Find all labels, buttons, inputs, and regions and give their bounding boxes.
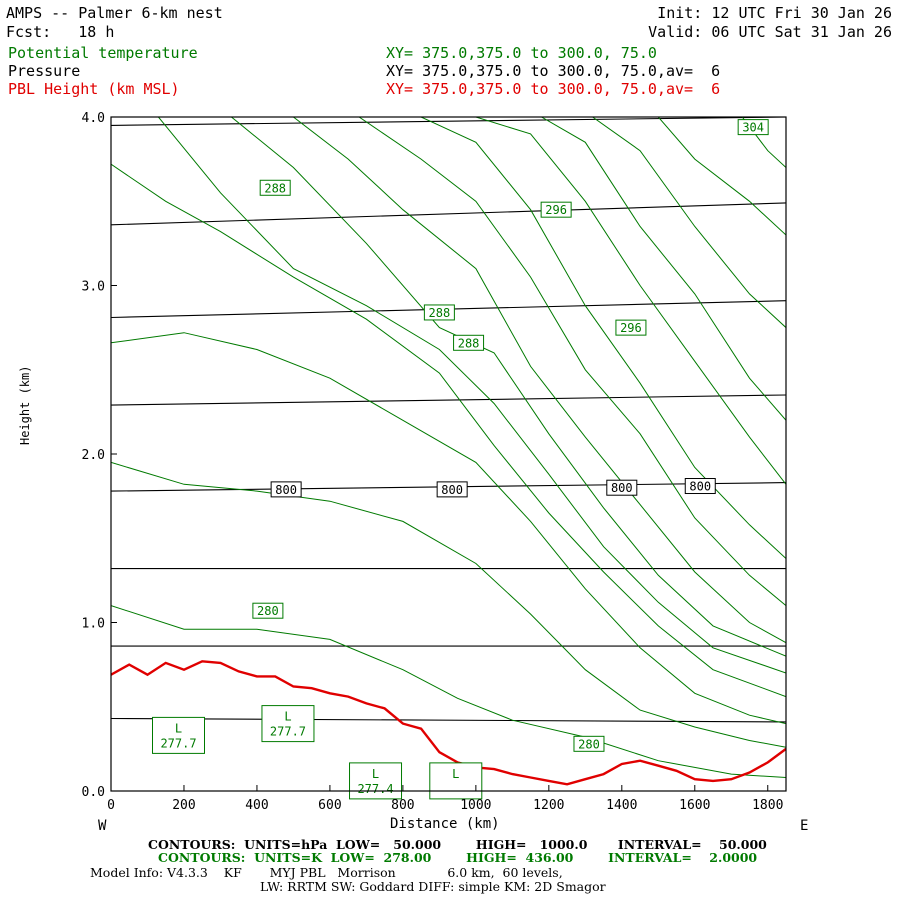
svg-text:296: 296 [620, 321, 642, 335]
x-tick-label-7: 1400 [606, 798, 637, 813]
y-tick-label-0: 0.0 [82, 785, 105, 800]
svg-text:L: L [175, 721, 182, 735]
x-tick-label-9: 1800 [752, 798, 783, 813]
svg-text:288: 288 [264, 181, 286, 195]
x-tick-label-2: 400 [245, 798, 268, 813]
west-label: W [98, 818, 107, 834]
field-potential-temperature: Potential temperature [8, 44, 198, 62]
y-tick-label-3: 3.0 [82, 280, 105, 295]
x-tick-label-3: 600 [318, 798, 341, 813]
y-tick-label-2: 2.0 [82, 448, 105, 463]
theta-label-1: 296 [540, 201, 572, 218]
theta-contour-7 [358, 117, 786, 606]
pressure-label-3: 800 [684, 478, 716, 495]
east-label: E [800, 818, 809, 834]
model-title: AMPS -- Palmer 6-km nest [6, 4, 223, 22]
valid-time: Valid: 06 UTC Sat 31 Jan 26 [648, 23, 892, 41]
pressure-contour-7 [111, 117, 786, 126]
pressure-label-2: 800 [606, 479, 638, 496]
pressure-contour-0 [111, 717, 786, 723]
svg-text:L: L [372, 767, 379, 781]
x-tick-label-8: 1600 [679, 798, 710, 813]
svg-text:288: 288 [429, 306, 451, 320]
theta-label-2: 304 [737, 119, 769, 136]
svg-text:800: 800 [611, 481, 633, 495]
svg-text:280: 280 [257, 604, 279, 618]
field-pressure-xy: XY= 375.0,375.0 to 300.0, 75.0,av= 6 [386, 62, 721, 80]
svg-text:280: 280 [578, 737, 600, 751]
pressure-contour-6 [111, 202, 786, 226]
theta-contour-8 [420, 117, 786, 559]
svg-text:800: 800 [689, 480, 711, 494]
y-tick-label-1: 1.0 [82, 617, 105, 632]
theta-contour-1 [111, 461, 786, 748]
forecast-hour: Fcst: 18 h [6, 23, 115, 41]
low-marker-3: L [429, 762, 483, 800]
svg-text:800: 800 [441, 483, 463, 497]
x-tick-label-0: 0 [107, 798, 115, 813]
footer-theta-contours: CONTOURS: UNITS=K LOW= 278.00 HIGH= 436.… [158, 850, 758, 865]
theta-contour-2 [111, 332, 786, 725]
x-tick-label-5: 1000 [460, 798, 491, 813]
theta-contour-11 [592, 117, 786, 328]
theta-contour-5 [231, 117, 786, 657]
theta-label-4: 288 [453, 334, 485, 351]
svg-text:277.4: 277.4 [357, 782, 393, 796]
svg-text:277.7: 277.7 [270, 725, 306, 739]
x-tick-label-6: 1200 [533, 798, 564, 813]
y-tick-label-4: 4.0 [82, 111, 105, 126]
theta-contour-0 [111, 605, 786, 778]
theta-contour-12 [657, 117, 786, 236]
theta-label-0: 288 [259, 179, 291, 196]
svg-text:L: L [452, 767, 459, 781]
footer-model-info: Model Info: V4.3.3 KF MYJ PBL Morrison 6… [90, 865, 563, 880]
theta-contour-3 [111, 163, 786, 698]
svg-text:L: L [284, 710, 291, 724]
svg-text:800: 800 [275, 483, 297, 497]
theta-contour-9 [475, 117, 786, 485]
theta-contour-4 [158, 117, 786, 674]
theta-contour-6 [293, 117, 786, 644]
field-pbl-height: PBL Height (km MSL) [8, 80, 180, 98]
svg-text:277.7: 277.7 [160, 736, 196, 750]
x-axis-title: Distance (km) [390, 816, 500, 832]
theta-label-7: 280 [573, 735, 605, 752]
field-potential-temperature-xy: XY= 375.0,375.0 to 300.0, 75.0 [386, 44, 657, 62]
field-pressure: Pressure [8, 62, 81, 80]
field-pbl-height-xy: XY= 375.0,375.0 to 300.0, 75.0,av= 6 [386, 80, 721, 98]
theta-label-5: 296 [615, 319, 647, 336]
y-axis-title: Height (km) [18, 365, 32, 445]
x-tick-label-1: 200 [172, 798, 195, 813]
svg-text:288: 288 [458, 336, 480, 350]
pressure-label-0: 800 [270, 481, 302, 498]
pbl-height-line [111, 660, 786, 786]
footer-physics-info: LW: RRTM SW: Goddard DIFF: simple KM: 2D… [260, 879, 606, 894]
pressure-contour-4 [111, 394, 786, 406]
init-time: Init: 12 UTC Fri 30 Jan 26 [657, 4, 892, 22]
footer-pressure-contours: CONTOURS: UNITS=hPa LOW= 50.000 HIGH= 10… [148, 837, 767, 852]
theta-label-6: 280 [252, 602, 284, 619]
svg-text:304: 304 [742, 121, 764, 135]
x-tick-label-4: 800 [391, 798, 414, 813]
pressure-label-1: 800 [436, 481, 468, 498]
theta-label-3: 288 [423, 304, 455, 321]
plot-frame [110, 116, 787, 792]
theta-contour-10 [541, 117, 786, 421]
svg-text:296: 296 [545, 203, 567, 217]
